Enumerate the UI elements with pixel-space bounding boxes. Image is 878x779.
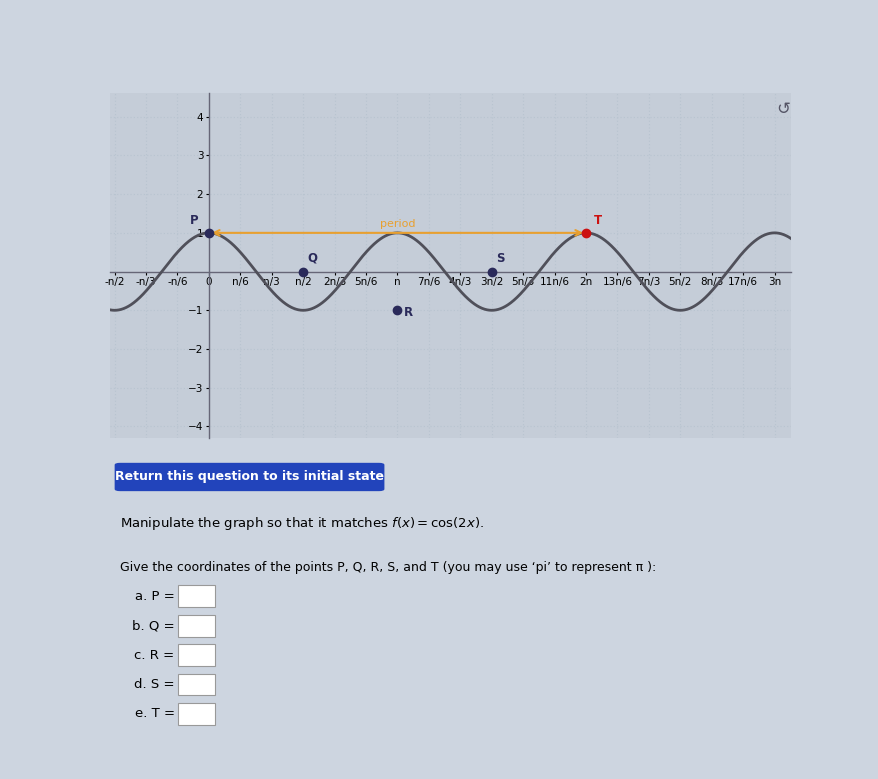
Text: S: S (496, 252, 505, 265)
Text: period: period (379, 219, 414, 229)
Text: a. P =: a. P = (134, 590, 175, 603)
Text: b. Q =: b. Q = (132, 619, 175, 633)
Text: Give the coordinates of the points P, Q, R, S, and T (you may use ‘pi’ to repres: Give the coordinates of the points P, Q,… (120, 561, 656, 573)
Text: c. R =: c. R = (134, 649, 175, 661)
Text: ↺: ↺ (775, 100, 788, 118)
Text: Q: Q (306, 252, 317, 265)
Text: d. S =: d. S = (134, 678, 175, 691)
Text: e. T =: e. T = (134, 707, 175, 721)
FancyBboxPatch shape (177, 644, 215, 666)
FancyBboxPatch shape (177, 674, 215, 695)
FancyBboxPatch shape (177, 703, 215, 724)
Text: T: T (594, 214, 601, 227)
FancyBboxPatch shape (177, 586, 215, 607)
Text: R: R (403, 306, 413, 319)
Text: P: P (190, 214, 198, 227)
Text: Manipulate the graph so that it matches $f(x) = \cos(2x)$.: Manipulate the graph so that it matches … (120, 515, 484, 531)
FancyBboxPatch shape (177, 615, 215, 636)
FancyBboxPatch shape (114, 463, 384, 491)
Text: Return this question to its initial state: Return this question to its initial stat… (115, 471, 384, 484)
